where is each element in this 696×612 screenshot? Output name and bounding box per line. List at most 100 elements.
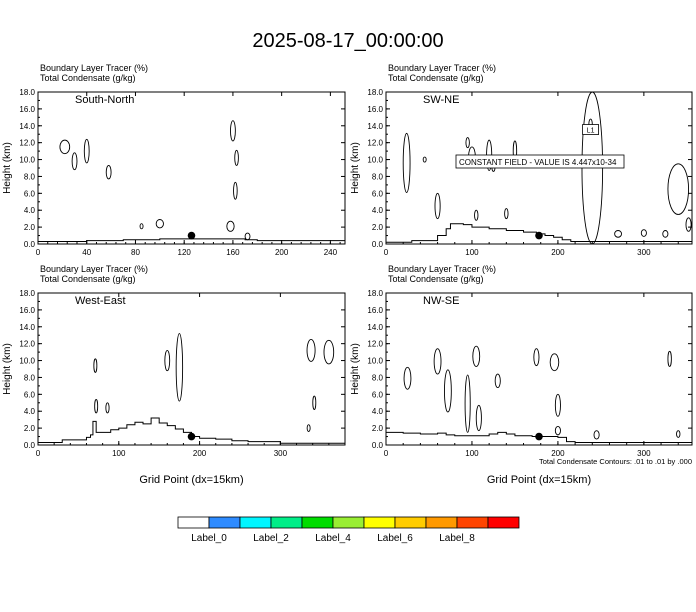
contour-blob	[554, 425, 561, 436]
y-tick-label: 8.0	[372, 172, 384, 181]
y-tick-label: 2.0	[372, 424, 384, 433]
y-tick-label: 4.0	[372, 206, 384, 215]
x-tick-label: 0	[384, 248, 389, 257]
x-axis-label: Grid Point (dx=15km)	[487, 474, 591, 486]
y-axis-label: Height (km)	[2, 142, 13, 194]
x-tick-label: 0	[36, 449, 41, 458]
contour-blob	[549, 353, 560, 372]
location-marker	[187, 432, 196, 441]
legend-label: Label_6	[377, 533, 413, 544]
panel-header-line: Total Condensate (g/kg)	[388, 73, 484, 83]
contour-blob	[434, 192, 441, 220]
panel-south-north: Boundary Layer Tracer (%)Total Condensat…	[2, 63, 346, 257]
contour-blob	[306, 424, 311, 432]
y-tick-label: 18.0	[19, 289, 35, 298]
y-axis-label: Height (km)	[2, 343, 13, 395]
contour-blob	[593, 430, 600, 440]
boundary-layer-line	[38, 238, 345, 242]
contour-blob	[667, 350, 672, 367]
legend-swatch	[487, 516, 520, 529]
contour-blob	[662, 230, 669, 238]
y-tick-label: 0.0	[372, 240, 384, 249]
y-tick-label: 6.0	[24, 390, 36, 399]
contour-blob	[533, 348, 540, 367]
contour-blob	[464, 374, 471, 433]
panel-header-line: Total Condensate (g/kg)	[40, 73, 136, 83]
y-tick-label: 18.0	[367, 289, 383, 298]
contour-blob	[554, 393, 561, 417]
x-tick-label: 100	[465, 248, 479, 257]
panels-group: Boundary Layer Tracer (%) Total Condensat…	[2, 63, 693, 486]
y-tick-label: 10.0	[367, 357, 383, 366]
y-tick-label: 14.0	[367, 122, 383, 131]
panel-label: SW-NE	[423, 94, 459, 106]
panel-header-line: Boundary Layer Tracer (%)	[40, 264, 148, 274]
constant-field-box	[455, 154, 625, 169]
contour-blob	[139, 223, 144, 230]
contour-blob	[422, 156, 427, 163]
boundary-layer-line	[386, 431, 692, 443]
y-tick-label: 10.0	[19, 156, 35, 165]
panel-label: West-East	[75, 295, 126, 307]
contour-blob	[504, 208, 509, 220]
contour-blob	[472, 345, 481, 367]
y-tick-label: 0.0	[24, 441, 36, 450]
y-tick-label: 16.0	[367, 105, 383, 114]
legend-swatch	[363, 516, 396, 529]
constant-field-annotation: CONSTANT FIELD - VALUE IS 4.447x10-34	[459, 158, 617, 167]
panel-label: NW-SE	[423, 295, 459, 307]
contour-blob	[230, 120, 236, 142]
contour-blob	[94, 398, 99, 414]
contour-blob	[164, 349, 171, 372]
contour-blob	[312, 395, 317, 410]
contour-blob	[233, 181, 238, 200]
x-tick-label: 200	[551, 248, 565, 257]
y-tick-label: 16.0	[19, 306, 35, 315]
y-tick-label: 6.0	[372, 390, 384, 399]
contour-blob	[685, 217, 692, 232]
y-tick-label: 12.0	[19, 139, 35, 148]
y-tick-label: 2.0	[24, 424, 36, 433]
color-legend: Label_0 Label_2 Label_4 Label_6 Label_8	[177, 516, 520, 544]
x-tick-label: 100	[465, 449, 479, 458]
location-marker	[187, 231, 196, 240]
y-tick-label: 0.0	[24, 240, 36, 249]
y-tick-label: 16.0	[367, 306, 383, 315]
x-tick-label: 0	[36, 248, 41, 257]
y-tick-label: 14.0	[19, 122, 35, 131]
panel-label: South-North	[75, 94, 134, 106]
x-tick-label: 300	[637, 449, 651, 458]
location-marker	[535, 231, 543, 240]
panel-sw-ne: Boundary Layer Tracer (%)Total Condensat…	[350, 63, 693, 257]
y-tick-label: 4.0	[372, 407, 384, 416]
contour-blob	[443, 369, 452, 413]
y-tick-label: 10.0	[19, 357, 35, 366]
legend-label: Label_2	[253, 533, 289, 544]
contour-blob	[433, 348, 442, 375]
contour-blob	[667, 163, 690, 215]
panel-west-east: Boundary Layer Tracer (%)Total Condensat…	[2, 264, 346, 486]
contour-blob	[93, 358, 98, 373]
y-tick-label: 4.0	[24, 407, 36, 416]
condensate-contours	[59, 120, 251, 241]
legend-swatch	[177, 516, 210, 529]
x-tick-label: 240	[324, 248, 338, 257]
y-tick-label: 12.0	[367, 340, 383, 349]
x-tick-label: 200	[551, 449, 565, 458]
plot-frame	[37, 292, 346, 446]
x-tick-label: 0	[384, 449, 389, 458]
contour-blob	[403, 366, 412, 390]
panel-header-line: Total Condensate (g/kg)	[388, 274, 484, 284]
contour-label: L1	[587, 128, 595, 135]
legend-swatch	[456, 516, 489, 529]
y-tick-label: 10.0	[367, 156, 383, 165]
contour-note: Total Condensate Contours: .01 to .01 by…	[539, 457, 692, 466]
y-tick-label: 18.0	[367, 88, 383, 97]
contour-blob	[306, 338, 316, 362]
x-tick-label: 300	[637, 248, 651, 257]
x-tick-label: 160	[226, 248, 240, 257]
contour-blob	[71, 152, 78, 171]
y-tick-label: 6.0	[24, 189, 36, 198]
y-tick-label: 12.0	[19, 340, 35, 349]
